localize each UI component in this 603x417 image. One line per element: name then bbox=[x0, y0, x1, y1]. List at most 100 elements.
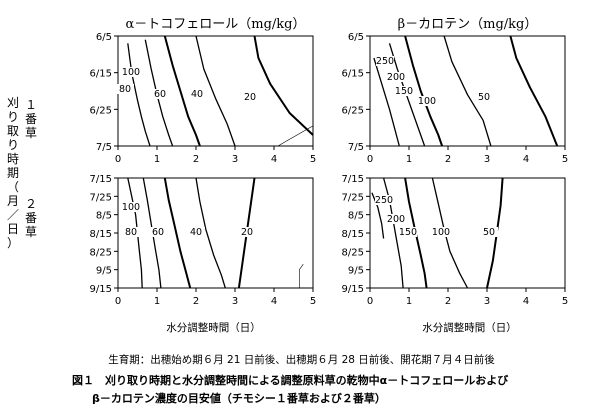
x-axis-title: 水分調整時間（日） bbox=[166, 321, 261, 334]
y-tick-label: 6/25 bbox=[342, 105, 364, 116]
contour-label-bg bbox=[116, 84, 134, 94]
contour-line-200 bbox=[388, 43, 426, 147]
contour-label-200: 200 bbox=[387, 72, 405, 83]
x-tick-label: 5 bbox=[310, 296, 316, 307]
x-tick-label: 3 bbox=[484, 154, 490, 165]
y-tick-label: 6/25 bbox=[90, 105, 112, 116]
panel-title: β－カロテン（mg/kg） bbox=[398, 17, 538, 32]
contour-label-100: 100 bbox=[418, 96, 436, 107]
x-tick-label: 5 bbox=[310, 154, 316, 165]
y-tick-label: 7/25 bbox=[90, 192, 112, 203]
contour-label-bg bbox=[188, 89, 206, 99]
contour-label-40: 40 bbox=[190, 227, 202, 238]
y-tick-label: 7/25 bbox=[342, 192, 364, 203]
x-tick-label: 2 bbox=[193, 296, 199, 307]
x-tick-label: 2 bbox=[445, 154, 451, 165]
contour-label-bg bbox=[418, 96, 436, 106]
contour-panel-1: 100 80 60 40 20 6/5 6/15 6/25 7/50 1 2 3 4 5 α－トコフェロール… bbox=[90, 17, 317, 165]
contour-label-bg bbox=[387, 72, 405, 82]
contour-line-minor bbox=[299, 263, 304, 288]
x-tick-label: 4 bbox=[271, 296, 277, 307]
y-tick-label: 6/5 bbox=[96, 32, 112, 43]
contour-label-bg bbox=[122, 202, 140, 212]
contour-line-40 bbox=[195, 177, 226, 289]
y-tick-label: 6/5 bbox=[348, 32, 364, 43]
x-tick-label: 1 bbox=[406, 154, 412, 165]
y-axis-label: 刈り取り時期（月／日） bbox=[6, 96, 20, 250]
y-tick-label: 8/15 bbox=[90, 229, 112, 240]
x-tick-label: 3 bbox=[232, 296, 238, 307]
x-tick-label: 0 bbox=[115, 296, 121, 307]
contour-line-50 bbox=[509, 35, 559, 147]
contour-label-bg bbox=[387, 214, 405, 224]
x-tick-label: 0 bbox=[115, 154, 121, 165]
y-tick-label: 7/5 bbox=[96, 142, 112, 153]
figure-caption-line1: 図１ 刈り取り時期と水分調整時間による調整原料草の乾物中α－トコフェロールおよび bbox=[72, 374, 509, 387]
x-tick-label: 0 bbox=[367, 296, 373, 307]
contour-line-100 bbox=[431, 177, 469, 289]
contour-label-20: 20 bbox=[244, 92, 256, 103]
x-tick-label: 4 bbox=[523, 296, 529, 307]
x-tick-label: 2 bbox=[193, 154, 199, 165]
x-tick-label: 4 bbox=[271, 154, 277, 165]
y-tick-label: 8/15 bbox=[342, 229, 364, 240]
contour-line-150 bbox=[404, 177, 428, 289]
contour-label-250: 250 bbox=[376, 56, 394, 67]
contour-label-150: 150 bbox=[395, 86, 413, 97]
contour-label-bg bbox=[432, 227, 450, 237]
contour-line-250 bbox=[371, 192, 385, 239]
x-tick-label: 1 bbox=[154, 154, 160, 165]
contour-label-50: 50 bbox=[483, 227, 495, 238]
y-axis-label-text: 刈り取り時期（月／日） bbox=[6, 96, 19, 250]
figure-caption-line2: β－カロテン濃度の目安値（チモシー１番草および２番草） bbox=[92, 392, 386, 405]
x-tick-label: 0 bbox=[367, 154, 373, 165]
contour-line-20 bbox=[253, 35, 314, 136]
plot-frame bbox=[117, 177, 314, 289]
contour-line-60 bbox=[163, 35, 201, 147]
panel-title: α－トコフェロール（mg/kg） bbox=[125, 17, 305, 32]
contour-label-bg bbox=[122, 67, 140, 77]
contour-line-80 bbox=[144, 39, 174, 147]
contour-line-250 bbox=[373, 57, 400, 147]
contour-line-100 bbox=[443, 35, 492, 147]
contour-label-200: 200 bbox=[387, 214, 405, 225]
y-tick-label: 9/15 bbox=[342, 284, 364, 295]
y-tick-label: 9/5 bbox=[348, 266, 364, 277]
contour-label-50: 50 bbox=[478, 92, 490, 103]
growth-note: 生育期：出穂始め期６月 21 日前後、出穂期６月 28 日前後、開花期７月４日前… bbox=[108, 354, 495, 366]
y-tick-label: 8/25 bbox=[90, 247, 112, 258]
contour-label-bg bbox=[241, 92, 259, 102]
y-tick-label: 7/15 bbox=[342, 174, 364, 185]
contour-label-100: 100 bbox=[432, 227, 450, 238]
y-tick-label: 8/5 bbox=[348, 211, 364, 222]
contour-label-bg bbox=[376, 56, 394, 66]
x-axis-title: 水分調整時間（日） bbox=[422, 321, 517, 334]
contour-label-100: 100 bbox=[122, 202, 140, 213]
contour-label-40: 40 bbox=[191, 89, 203, 100]
contour-label-bg bbox=[399, 227, 417, 237]
contour-label-bg bbox=[149, 227, 167, 237]
contour-label-bg bbox=[375, 195, 393, 205]
contour-label-20: 20 bbox=[241, 227, 253, 238]
contour-label-60: 60 bbox=[152, 227, 164, 238]
y-tick-label: 8/5 bbox=[96, 211, 112, 222]
x-tick-label: 1 bbox=[406, 296, 412, 307]
contour-line-minor bbox=[277, 125, 314, 147]
x-tick-label: 3 bbox=[232, 154, 238, 165]
contour-line-60 bbox=[163, 177, 192, 289]
contour-label-bg bbox=[238, 227, 256, 237]
contour-label-150: 150 bbox=[399, 227, 417, 238]
contour-label-bg bbox=[480, 227, 498, 237]
y-tick-label: 6/15 bbox=[90, 69, 112, 80]
x-tick-label: 4 bbox=[523, 154, 529, 165]
x-tick-label: 2 bbox=[445, 296, 451, 307]
y-tick-label: 8/25 bbox=[342, 247, 364, 258]
contour-line-100 bbox=[127, 43, 151, 147]
y-tick-label: 7/15 bbox=[90, 174, 112, 185]
y-tick-label: 9/15 bbox=[90, 284, 112, 295]
contour-label-60: 60 bbox=[154, 89, 166, 100]
